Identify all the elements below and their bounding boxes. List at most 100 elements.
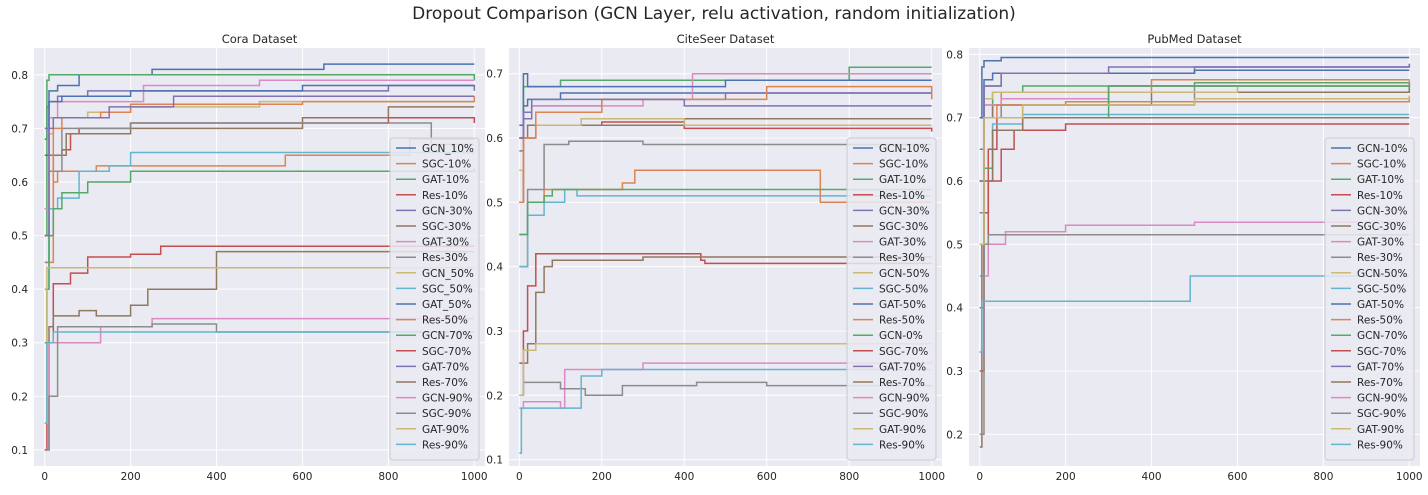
x-tick-label: 400 xyxy=(674,471,694,483)
legend-label: GCN-90% xyxy=(879,393,929,405)
series-line xyxy=(519,343,932,397)
chart-panel-2: 0 200 400 600 800 1000 0.1 0.2 0.3 0.4 0.5 0.6 0.7 Ci… xyxy=(486,32,945,483)
x-tick-label: 0 xyxy=(516,471,523,483)
y-tick-label: 0.4 xyxy=(946,303,963,315)
legend: GCN_10% SGC-10% GAT-10% Res-10% GCN-30% SGC-3… xyxy=(389,137,480,461)
y-tick-label: 0.4 xyxy=(11,284,28,296)
legend-label: GCN-70% xyxy=(1357,330,1407,342)
chart-panel-3: 0 200 400 600 800 1000 0.2 0.3 0.4 0.5 0.6 0.7 0.8 Pu… xyxy=(946,32,1422,483)
legend: GCN-10% SGC-10% GAT-10% Res-10% GCN-30% SGC-3… xyxy=(1324,137,1415,461)
legend-label: GAT-10% xyxy=(422,174,469,186)
y-tick-label: 0.1 xyxy=(486,455,503,467)
legend-label: GAT-10% xyxy=(1357,174,1404,186)
legend-box xyxy=(1324,137,1415,461)
legend-label: SGC-90% xyxy=(422,408,471,420)
y-tick-label: 0.8 xyxy=(11,70,28,82)
y-tick-label: 0.7 xyxy=(946,113,963,125)
legend-label: SGC-30% xyxy=(879,221,928,233)
legend-label: GCN-50% xyxy=(879,268,929,280)
legend-label: GAT-30% xyxy=(1357,237,1404,249)
series-lines xyxy=(519,66,933,454)
legend-label: Res-10% xyxy=(1357,190,1403,202)
legend-label: GAT-50% xyxy=(1357,299,1404,311)
legend-label: GCN-30% xyxy=(422,205,472,217)
legend-label: Res-50% xyxy=(1357,315,1403,327)
legend-label: Res-70% xyxy=(422,377,468,389)
series-line xyxy=(519,188,932,236)
x-tick-label: 200 xyxy=(121,471,141,483)
legend-label: GAT-70% xyxy=(879,361,926,373)
legend-label: Res-30% xyxy=(422,252,468,264)
legend-label: SGC-70% xyxy=(879,346,928,358)
x-tick-label: 1000 xyxy=(1396,471,1423,483)
series-line xyxy=(44,250,475,451)
series-line xyxy=(519,188,932,268)
legend-label: GAT-30% xyxy=(422,237,469,249)
legend-label: Res-10% xyxy=(879,190,925,202)
y-tick-label: 0.2 xyxy=(486,390,503,402)
legend-label: GCN-30% xyxy=(879,205,929,217)
legend-label: SGC-30% xyxy=(422,221,471,233)
series-line xyxy=(519,253,932,364)
y-tick-label: 0.6 xyxy=(946,176,963,188)
y-tick-label: 0.8 xyxy=(946,49,963,61)
series-line xyxy=(979,95,1411,246)
y-tick-label: 0.3 xyxy=(486,326,503,338)
series-line xyxy=(519,368,932,454)
series-line xyxy=(44,74,476,237)
legend-label: GCN-10% xyxy=(879,143,929,155)
legend-label: GAT-70% xyxy=(422,361,469,373)
panel-title: PubMed Dataset xyxy=(1147,32,1242,46)
legend-label: GCN-50% xyxy=(1357,268,1407,280)
chart-panel-1: 0 200 400 600 800 1000 0.1 0.2 0.3 0.4 0.5 0.6 0.7 0.… xyxy=(11,32,487,483)
series-lines xyxy=(979,56,1411,448)
legend-label: SGC-90% xyxy=(879,408,928,420)
legend-label: GAT-70% xyxy=(1357,361,1404,373)
legend-label: SGC-50% xyxy=(879,283,928,295)
legend-label: SGC-10% xyxy=(879,159,928,171)
legend-box xyxy=(846,137,937,461)
y-tick-label: 0.2 xyxy=(946,429,963,441)
legend-label: Res-30% xyxy=(1357,252,1403,264)
x-tick-label: 800 xyxy=(378,471,398,483)
x-tick-label: 400 xyxy=(1142,471,1162,483)
x-tick-label: 600 xyxy=(757,471,777,483)
legend-label: GCN_10% xyxy=(422,143,474,155)
legend-label: Res-30% xyxy=(879,252,925,264)
y-tick-label: 0.1 xyxy=(11,445,28,457)
x-tick-label: 0 xyxy=(976,471,983,483)
legend-label: Res-90% xyxy=(1357,439,1403,451)
y-tick-label: 0.2 xyxy=(11,391,28,403)
y-tick-label: 0.5 xyxy=(11,231,28,243)
x-tick-label: 1000 xyxy=(461,471,488,483)
y-tick-label: 0.7 xyxy=(11,123,28,135)
x-tick-label: 600 xyxy=(1227,471,1247,483)
x-tick-label: 200 xyxy=(1056,471,1076,483)
legend: GCN-10% SGC-10% GAT-10% Res-10% GCN-30% SGC-3… xyxy=(846,137,937,461)
series-lines xyxy=(44,63,476,451)
legend-label: GCN-90% xyxy=(422,393,472,405)
legend-label: SGC-50% xyxy=(1357,283,1406,295)
panel-title: CiteSeer Dataset xyxy=(677,32,775,46)
x-tick-label: 600 xyxy=(292,471,312,483)
y-tick-label: 0.4 xyxy=(486,262,503,274)
y-tick-label: 0.7 xyxy=(486,69,503,81)
legend-label: Res-90% xyxy=(422,439,468,451)
legend-label: GAT-90% xyxy=(1357,424,1404,436)
x-tick-label: 0 xyxy=(41,471,48,483)
legend-label: GAT_50% xyxy=(422,299,472,311)
legend-label: SGC-70% xyxy=(1357,346,1406,358)
legend-label: Res-90% xyxy=(879,439,925,451)
series-line xyxy=(44,331,475,424)
legend-label: SGC-10% xyxy=(1357,159,1406,171)
series-line xyxy=(519,98,932,139)
panel-title: Cora Dataset xyxy=(222,32,298,46)
y-tick-label: 0.5 xyxy=(486,197,503,209)
legend-label: Res-50% xyxy=(879,315,925,327)
series-line xyxy=(519,381,932,397)
y-tick-label: 0.3 xyxy=(11,338,28,350)
legend-box xyxy=(389,137,480,461)
legend-label: Res-70% xyxy=(879,377,925,389)
legend-label: GAT-90% xyxy=(879,424,926,436)
